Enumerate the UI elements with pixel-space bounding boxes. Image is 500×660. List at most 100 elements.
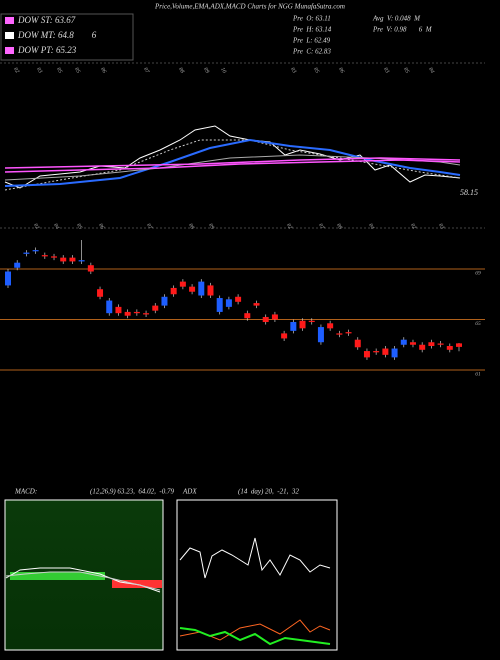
date-label: 02 bbox=[32, 223, 40, 231]
info: Pre V: 0.98 6 M bbox=[372, 26, 433, 34]
date-label: 05 bbox=[75, 223, 83, 231]
candle-body bbox=[419, 344, 426, 350]
candle-body bbox=[336, 333, 343, 335]
candle-body bbox=[23, 252, 30, 254]
adx-plus bbox=[179, 627, 331, 646]
candle-body bbox=[308, 320, 315, 323]
date-label: 08 bbox=[187, 223, 195, 231]
legend-text: DOW MT: 64.8 6 bbox=[17, 30, 97, 40]
date-label: 03 bbox=[289, 67, 297, 75]
info: Pre O: 63.11 bbox=[292, 15, 331, 23]
date-label: 07 bbox=[145, 223, 153, 231]
candle-body bbox=[317, 327, 324, 343]
adx-line bbox=[179, 537, 331, 579]
date-label: 09 bbox=[207, 223, 215, 231]
adx-label: ADX bbox=[182, 488, 197, 496]
candle-body bbox=[235, 296, 242, 302]
candle-body bbox=[290, 322, 297, 331]
candle-body bbox=[400, 339, 407, 345]
date-label: 05 bbox=[73, 67, 81, 75]
macd-text: (12,26,9) 63.23, 64.02, -0.79 bbox=[90, 488, 174, 496]
candle-body bbox=[41, 255, 48, 257]
last-price: 58.15 bbox=[460, 188, 478, 197]
macd-signal bbox=[5, 571, 161, 591]
candle-body bbox=[170, 287, 177, 295]
candle-body bbox=[152, 305, 159, 311]
date-label: 04 bbox=[367, 222, 376, 230]
candle-body bbox=[244, 313, 251, 319]
date-label: 03 bbox=[437, 223, 445, 231]
date-label: 08 bbox=[177, 67, 185, 75]
ema-line bbox=[4, 138, 461, 187]
candle-body bbox=[51, 256, 58, 258]
candle-body bbox=[446, 346, 453, 350]
candle-body bbox=[161, 296, 168, 306]
date-label: 07 bbox=[317, 223, 325, 231]
legend-swatch bbox=[5, 32, 14, 39]
candle-body bbox=[271, 314, 278, 320]
legend-swatch bbox=[5, 47, 14, 54]
candle-body bbox=[382, 348, 389, 355]
date-label: 02 bbox=[409, 223, 417, 231]
candle-body bbox=[428, 342, 435, 347]
date-label: 04 bbox=[52, 222, 61, 230]
adx-text: (14 day) 20, -21, 32 bbox=[238, 488, 299, 496]
candle-body bbox=[5, 271, 11, 286]
date-label: 05 bbox=[312, 67, 320, 75]
candle-body bbox=[225, 299, 232, 307]
candle-body bbox=[456, 343, 462, 347]
date-label: 06 bbox=[337, 67, 345, 75]
adx-panel bbox=[176, 499, 338, 651]
legend-box bbox=[0, 13, 134, 61]
ema-line bbox=[4, 157, 461, 169]
candle-body bbox=[198, 281, 205, 296]
candle-body bbox=[253, 303, 260, 306]
price-line bbox=[4, 125, 461, 189]
candle-body bbox=[32, 250, 39, 252]
candle-body bbox=[106, 300, 113, 314]
candle-body bbox=[69, 257, 76, 262]
candle-body bbox=[133, 311, 140, 314]
candle-body bbox=[115, 306, 122, 314]
candle-body bbox=[97, 289, 104, 297]
ema-line bbox=[4, 159, 461, 173]
candle-body bbox=[437, 343, 444, 345]
date-label: 05 bbox=[55, 67, 63, 75]
candle-body bbox=[143, 313, 150, 315]
legend-swatch bbox=[5, 17, 14, 24]
info: Pre C: 62.83 bbox=[292, 48, 331, 56]
candle-body bbox=[327, 323, 334, 329]
y-tick-label: 65 bbox=[475, 321, 481, 327]
date-label: 03 bbox=[35, 67, 43, 75]
candle-body bbox=[179, 281, 186, 287]
candle-body bbox=[281, 333, 288, 339]
date-label: 08 bbox=[335, 223, 343, 231]
y-tick-label: 69 bbox=[475, 270, 481, 276]
date-label: 10 bbox=[219, 67, 227, 75]
legend-text: DOW ST: 63.67 bbox=[17, 15, 76, 25]
candle-body bbox=[87, 265, 94, 272]
legend-text: DOW PT: 65.23 bbox=[17, 45, 77, 55]
candle-body bbox=[207, 285, 214, 296]
chart-title: Price,Volume,EMA,ADX,MACD Charts for NGG… bbox=[154, 3, 345, 11]
candle-body bbox=[78, 260, 85, 262]
candle-body bbox=[299, 320, 306, 329]
info: Pre H: 63.14 bbox=[292, 26, 332, 34]
candle-body bbox=[363, 351, 370, 358]
info: Pre L: 62.49 bbox=[292, 37, 331, 45]
candle-body bbox=[14, 262, 21, 268]
date-label: 06 bbox=[97, 223, 105, 231]
candle-body bbox=[124, 311, 131, 316]
date-label: 02 bbox=[285, 223, 293, 231]
candle-body bbox=[60, 257, 67, 262]
date-label: 09 bbox=[202, 67, 210, 75]
date-label: 07 bbox=[142, 67, 150, 75]
date-label: 05 bbox=[402, 67, 410, 75]
date-label: 02 bbox=[12, 67, 20, 75]
macd-label: MACD: bbox=[14, 488, 37, 496]
date-label: 06 bbox=[99, 67, 107, 75]
candle-body bbox=[391, 348, 398, 358]
candle-body bbox=[262, 316, 269, 323]
info: Avg V: 0.048 M bbox=[372, 15, 421, 23]
